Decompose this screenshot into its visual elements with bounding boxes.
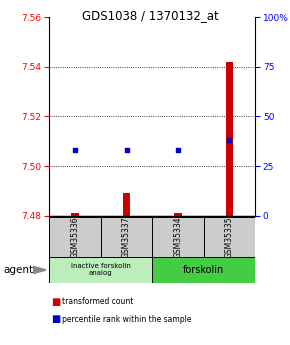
Text: GDS1038 / 1370132_at: GDS1038 / 1370132_at	[82, 9, 219, 22]
Point	[227, 138, 232, 143]
Bar	[49, 217, 101, 257]
Text: forskolin: forskolin	[183, 265, 224, 275]
Text: GSM35334: GSM35334	[173, 216, 182, 258]
Bar	[174, 213, 182, 216]
Text: GSM35337: GSM35337	[122, 216, 131, 258]
Text: ■: ■	[51, 297, 60, 307]
Point	[176, 147, 180, 153]
Bar	[152, 217, 204, 257]
Bar	[152, 257, 255, 283]
Text: transformed count: transformed count	[62, 297, 134, 306]
Text: GSM35335: GSM35335	[225, 216, 234, 258]
Text: agent: agent	[3, 265, 33, 275]
Text: ■: ■	[51, 314, 60, 324]
Bar	[204, 217, 255, 257]
Bar	[123, 193, 130, 216]
Bar	[71, 213, 79, 216]
Bar	[226, 62, 233, 216]
Text: GSM35336: GSM35336	[70, 216, 79, 258]
Polygon shape	[33, 266, 46, 274]
Bar	[49, 257, 152, 283]
Point	[124, 147, 129, 153]
Point	[73, 147, 77, 153]
Text: inactive forskolin
analog: inactive forskolin analog	[71, 264, 131, 276]
Bar	[101, 217, 152, 257]
Text: percentile rank within the sample: percentile rank within the sample	[62, 315, 192, 324]
